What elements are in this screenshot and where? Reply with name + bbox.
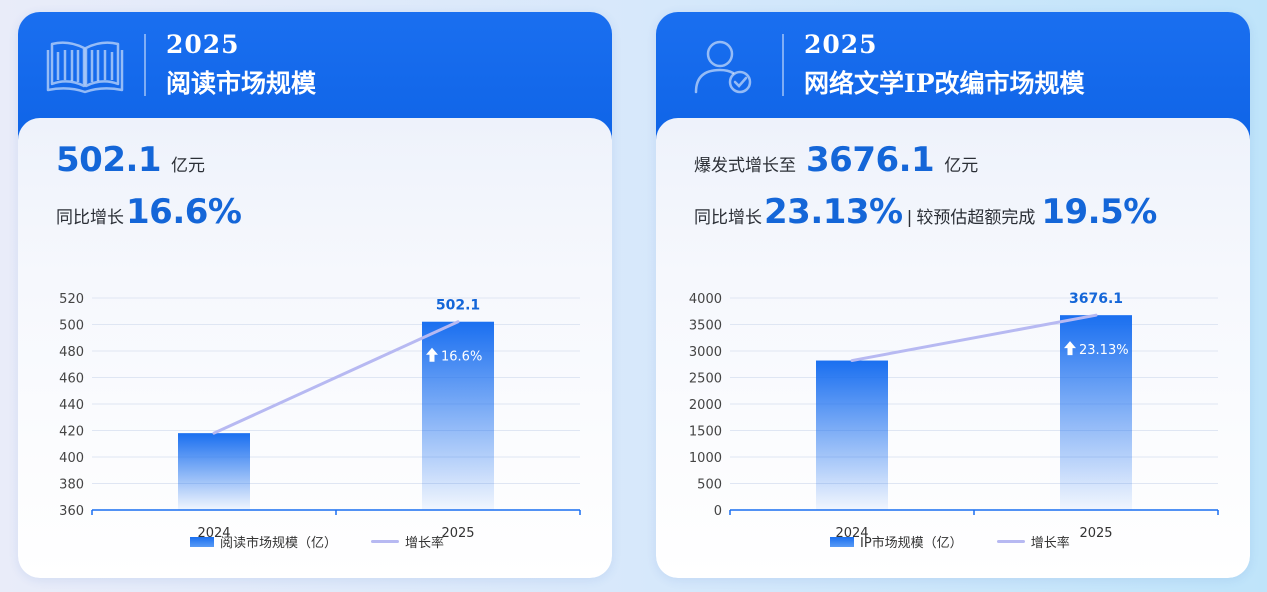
chart-legend: 阅读市场规模（亿） 增长率 [190,532,444,551]
legend-line-swatch [996,540,1025,543]
y-tick-label: 0 [714,504,722,519]
exceed-value: 19.5% [1041,192,1157,232]
exceed-label: 较预估超额完成 [916,208,1036,228]
y-tick-label: 2500 [689,372,722,387]
bar [816,360,888,510]
ip-adaptation-market-card: 2025 网络文学IP改编市场规模 爆发式增长至 3676.1 亿元 同比增长 … [656,12,1250,578]
legend-bar-swatch [830,536,854,547]
growth-stat: 同比增长 16.6% [56,192,242,232]
market-size-unit: 亿元 [171,156,206,176]
y-tick-label: 500 [697,478,722,493]
header-title: 网络文学IP改编市场规模 [804,69,1085,98]
bar [178,433,250,510]
market-size-value: 502.1 [56,140,162,180]
growth-stat: 同比增长 23.13% | 较预估超额完成 19.5% [694,192,1157,232]
legend-bar-label: 阅读市场规模（亿） [220,536,338,551]
y-tick-label: 400 [59,451,84,466]
market-size-stat: 502.1 亿元 [56,140,205,180]
market-size-prefix: 爆发式增长至 [694,156,796,176]
market-size-stat: 爆发式增长至 3676.1 亿元 [694,140,978,180]
open-book-icon [46,41,124,94]
data-label: 3676.1 [1069,291,1123,307]
y-tick-label: 420 [59,425,84,440]
y-tick-label: 460 [59,372,84,387]
y-tick-label: 4000 [689,292,722,307]
header-year: 2025 [804,30,878,59]
growth-line [212,320,460,435]
y-tick-label: 360 [59,504,84,519]
legend-bar-label: IP市场规模（亿） [860,536,963,551]
card-body: 爆发式增长至 3676.1 亿元 同比增长 23.13% | 较预估超额完成 1… [656,118,1250,578]
growth-value: 16.6% [126,192,242,232]
growth-annotation: 16.6% [441,350,482,365]
legend-bar-swatch [190,536,214,547]
y-tick-label: 500 [59,319,84,334]
reading-market-card: 2025 阅读市场规模 502.1 亿元 同比增长 16.6% 360 380 40… [18,12,612,578]
chart-legend: IP市场规模（亿） 增长率 [830,532,1070,551]
growth-label: 同比增长 [694,208,762,228]
y-tick-label: 3500 [689,319,722,334]
y-tick-label: 520 [59,292,84,307]
y-tick-label: 480 [59,345,84,360]
header-divider [144,34,146,96]
data-label: 502.1 [436,298,480,314]
y-tick-label: 1000 [689,451,722,466]
y-tick-label: 440 [59,398,84,413]
card-body: 502.1 亿元 同比增长 16.6% 360 380 400 420 440 460 48… [18,118,612,578]
growth-line [850,313,1098,363]
growth-annotation: 23.13% [1079,343,1129,358]
header-divider [782,34,784,96]
y-tick-label: 3000 [689,345,722,360]
x-tick-label: 2025 [441,526,474,541]
header-year: 2025 [166,30,240,59]
stat-separator: | [906,208,913,228]
legend-line-label: 增长率 [1030,536,1070,551]
y-tick-label: 2000 [689,398,722,413]
growth-value: 23.13% [764,192,903,232]
market-size-unit: 亿元 [944,156,979,176]
growth-label: 同比增长 [56,208,124,228]
header-title: 阅读市场规模 [166,69,317,98]
y-tick-label: 380 [59,478,84,493]
up-arrow-icon [426,347,438,362]
market-size-value: 3676.1 [806,140,935,180]
legend-line-swatch [371,540,400,543]
user-check-icon [694,40,752,94]
legend-line-label: 增长率 [405,536,445,551]
up-arrow-icon [1064,341,1076,356]
y-tick-label: 1500 [689,425,722,440]
x-tick-label: 2025 [1079,526,1112,541]
